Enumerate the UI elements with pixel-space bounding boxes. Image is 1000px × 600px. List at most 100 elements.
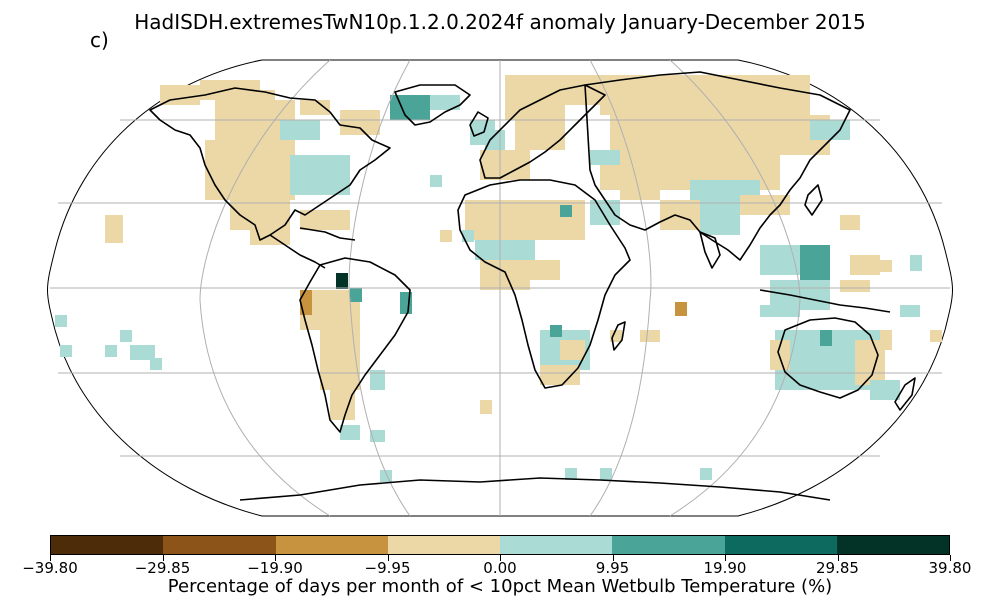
anomaly-cell: [700, 468, 712, 480]
graticule: [50, 59, 950, 517]
new-zealand-coast: [894, 377, 916, 411]
anomaly-cell: [800, 245, 830, 280]
anomaly-cell: [130, 345, 155, 360]
colorbar-tick-label: −39.80: [22, 559, 78, 577]
colorbar-tick-label: 39.80: [928, 559, 972, 577]
anomaly-cell: [910, 255, 922, 271]
anomaly-cell: [610, 330, 622, 342]
anomaly-cell: [565, 468, 577, 480]
antarctica-coast: [239, 477, 831, 501]
anomaly-cell: [330, 390, 355, 420]
colorbar-segment: [724, 536, 837, 554]
colorbar-tick: [50, 555, 51, 561]
anomaly-cell: [105, 215, 123, 243]
anomaly-cell: [840, 215, 860, 230]
anomaly-cell: [55, 315, 67, 327]
anomaly-cell: [540, 365, 580, 385]
africa-coast: [457, 179, 631, 389]
japan-coast: [804, 184, 823, 216]
anomaly-cell: [590, 150, 620, 165]
indonesia-coast: [759, 289, 891, 313]
anomaly-cell: [505, 75, 565, 120]
uk-coast: [469, 111, 489, 137]
colorbar-segment: [275, 536, 388, 554]
colorbar-segment: [500, 536, 613, 554]
anomaly-cell: [700, 200, 740, 235]
colorbar-segment: [612, 536, 725, 554]
colorbar-tick: [275, 555, 276, 561]
anomaly-cell: [300, 290, 312, 315]
coastlines: [149, 71, 916, 501]
anomaly-cell: [560, 205, 572, 217]
anomaly-cell: [340, 110, 380, 135]
anomaly-cell: [640, 330, 660, 342]
anomaly-cell: [245, 90, 275, 105]
colorbar-tick: [725, 555, 726, 561]
india-coast: [699, 231, 721, 269]
greenland-coast: [394, 84, 471, 126]
colorbar-segment: [836, 536, 949, 554]
anomaly-cell: [560, 340, 585, 360]
colorbar-tick-label: 9.95: [595, 559, 630, 577]
colorbar-tick: [837, 555, 839, 561]
anomaly-cell: [480, 400, 492, 414]
anomaly-map: [47, 59, 953, 517]
anomaly-cell: [475, 240, 535, 260]
colorbar-segment: [51, 536, 164, 554]
anomaly-cell: [810, 120, 850, 140]
anomaly-cell: [880, 260, 892, 272]
anomaly-cell: [320, 330, 360, 390]
australia-coast: [777, 317, 879, 399]
anomaly-cell: [850, 255, 880, 275]
anomaly-cell: [205, 140, 295, 200]
colorbar-tick-label: 19.90: [703, 559, 747, 577]
anomaly-cell: [105, 345, 117, 357]
anomaly-cell: [300, 100, 330, 115]
anomaly-cell: [430, 175, 442, 187]
anomaly-cell: [290, 155, 350, 195]
anomaly-cell: [550, 325, 562, 337]
anomaly-cell: [350, 288, 362, 302]
anomaly-cell: [440, 230, 452, 242]
anomaly-cell: [870, 380, 900, 400]
colorbar-tick-label: 0.00: [483, 559, 517, 577]
anomaly-cell: [520, 260, 560, 280]
anomaly-cell: [120, 330, 132, 342]
anomaly-cell: [150, 358, 162, 370]
anomaly-cell: [880, 330, 892, 350]
central-america-coast: [269, 234, 326, 269]
colorbar-tick-label: −9.95: [364, 559, 411, 577]
colorbar-segment: [387, 536, 500, 554]
colorbar-tick: [950, 555, 951, 561]
colorbar: [50, 535, 950, 555]
anomaly-cell: [930, 330, 942, 342]
anomaly-cell: [840, 280, 870, 292]
anomaly-cell: [390, 95, 430, 120]
anomaly-cell: [900, 305, 920, 317]
colorbar-tick: [162, 555, 164, 561]
colorbar-tick-label: −19.90: [247, 559, 303, 577]
north-america-coast: [149, 87, 391, 241]
colorbar-tick-label: 29.85: [816, 559, 859, 577]
anomaly-cell: [770, 340, 790, 370]
colorbar-tick: [500, 555, 501, 561]
asia-coast: [584, 71, 851, 261]
map-title: HadISDH.extremesTwN10p.1.2.0.2024f anoma…: [134, 10, 866, 34]
anomaly-cell: [675, 302, 687, 316]
anomaly-cell: [370, 370, 385, 390]
anomaly-cell: [590, 200, 620, 225]
europe-coast: [479, 84, 606, 179]
anomaly-cell: [336, 273, 348, 289]
anomaly-cell: [430, 95, 460, 110]
anomaly-cell: [280, 120, 320, 140]
anomaly-cell: [380, 470, 392, 482]
colorbar-label: Percentage of days per month of < 10pct …: [167, 576, 833, 597]
anomaly-cell: [340, 425, 360, 440]
panel-label: c): [90, 28, 109, 52]
anomaly-cell: [515, 120, 565, 150]
anomaly-cell: [600, 468, 612, 480]
colorbar-tick: [612, 555, 614, 561]
colorbar-tick-label: −29.85: [134, 559, 191, 577]
south-america-coast: [299, 257, 411, 433]
anomaly-cell: [760, 305, 800, 317]
